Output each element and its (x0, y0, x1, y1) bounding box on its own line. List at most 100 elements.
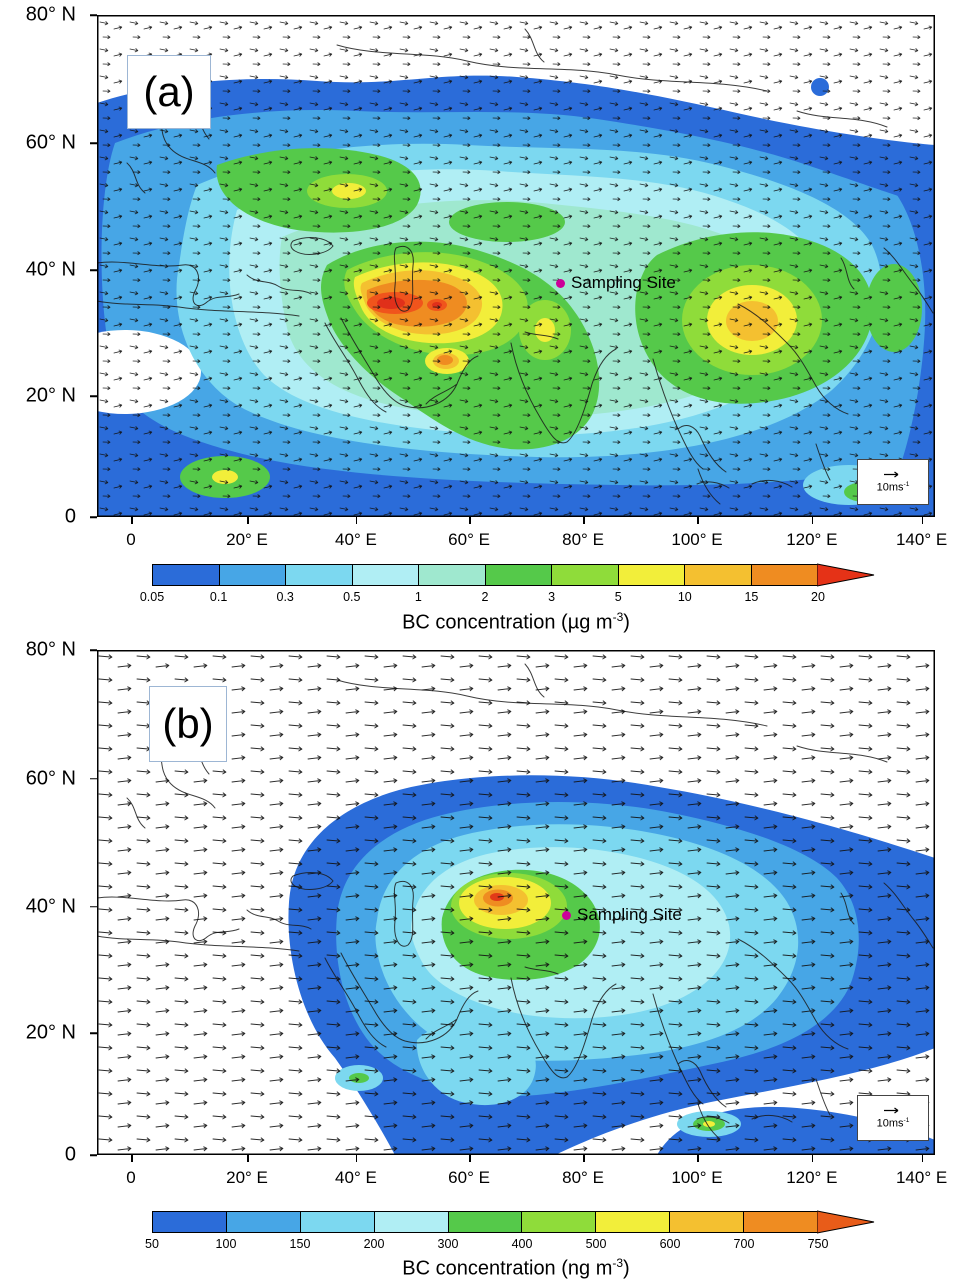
panel-b-tag: (b) (149, 686, 227, 762)
x-axis-label: 80° E (562, 530, 604, 549)
sampling-site-dot-icon (556, 278, 565, 288)
panel-a: 80° N 60° N 40° N 20° N 0 (0, 4, 969, 655)
x-tick (697, 517, 699, 524)
colorbar-tick-label: 0.5 (343, 590, 361, 604)
colorbar-segment (419, 565, 486, 585)
wind-vector-field (97, 650, 935, 1155)
colorbar-arrow (817, 563, 875, 587)
map-panel-b (97, 650, 935, 1155)
y-axis-labels: 80° N 60° N 40° N 20° N 0 (0, 639, 90, 1166)
x-axis-label: 40° E (335, 530, 377, 549)
x-axis-label: 40° E (335, 1168, 377, 1187)
y-axis-label: 0 (64, 505, 76, 528)
y-axis-ticks (89, 14, 97, 518)
colorbar-tick-label: 400 (511, 1237, 533, 1251)
y-axis-ticks (89, 649, 97, 1156)
colorbar-tick-label: 2 (481, 590, 489, 604)
colorbar-segment (153, 565, 220, 585)
colorbar-tick-label: 5 (614, 590, 622, 604)
x-axis-label: 0 (126, 1168, 136, 1187)
y-axis-label: 40° N (25, 258, 76, 281)
y-axis-label: 60° N (25, 131, 76, 154)
x-tick (469, 1155, 471, 1162)
x-axis-label: 60° E (448, 530, 490, 549)
colorbar-tick-label: 200 (363, 1237, 385, 1251)
x-tick (247, 517, 249, 524)
y-tick (90, 905, 97, 908)
colorbar-tick-label: 1 (414, 590, 422, 604)
y-axis-label: 60° N (25, 767, 76, 790)
y-tick (90, 516, 97, 518)
y-tick (90, 269, 97, 271)
y-tick (90, 649, 97, 651)
x-tick (921, 517, 924, 524)
colorbar-segment (300, 1212, 375, 1232)
x-axis-labels: 0 20° E 40° E 60° E 80° E 100° E 120° E 140° E (97, 1162, 947, 1188)
y-axis-label: 20° N (25, 384, 76, 407)
colorbar-segment (226, 1212, 301, 1232)
wind-scale-legend: 10ms-1 (857, 459, 929, 505)
x-axis-label: 120° E (786, 530, 838, 549)
wind-scale-legend: 10ms-1 (857, 1095, 929, 1141)
colorbar-bar (152, 1211, 818, 1233)
colorbar-segment (618, 565, 685, 585)
colorbar-tick-label: 750 (807, 1237, 829, 1251)
reference-arrow-icon (884, 1107, 899, 1114)
colorbar-tick-label: 0.3 (276, 590, 294, 604)
sampling-site-marker: Sampling Site (562, 905, 682, 925)
y-axis-label: 20° N (25, 1021, 76, 1044)
colorbar-a: 0.05 0.1 0.3 0.5 1 2 3 5 10 15 20 (140, 563, 892, 606)
sampling-site-dot-icon (562, 910, 571, 920)
x-axis-label: 80° E (562, 1168, 604, 1187)
sampling-site-label: Sampling Site (571, 273, 676, 292)
colorbar-segment (219, 565, 286, 585)
y-axis-label: 80° N (25, 638, 76, 661)
map-border (97, 15, 935, 517)
y-axis-label: 80° N (25, 3, 76, 26)
colorbar-segment (670, 1212, 745, 1232)
y-tick (90, 1154, 97, 1156)
sampling-site-label: Sampling Site (577, 905, 682, 924)
colorbar-segment (485, 565, 552, 585)
x-axis-label: 60° E (448, 1168, 490, 1187)
x-tick (247, 1155, 249, 1162)
wind-scale-label: 10ms-1 (876, 1117, 910, 1130)
y-tick (90, 1032, 97, 1035)
reference-arrow-icon (884, 471, 899, 478)
map-b: (b) Sampling Site 10ms-1 (97, 650, 935, 1155)
colorbar-segment (286, 565, 353, 585)
x-tick (583, 1155, 585, 1162)
wind-vector-field (97, 15, 935, 517)
colorbar-tick-label: 100 (215, 1237, 237, 1251)
colorbar-segment (522, 1212, 597, 1232)
x-axis-label: 120° E (786, 1168, 838, 1187)
colorbar-labels: 0.05 0.1 0.3 0.5 1 2 3 5 10 15 20 (140, 590, 825, 606)
colorbar-caption-a: BC concentration (µg m-3) (402, 610, 630, 634)
map-a: (a) Sampling Site 10ms-1 (97, 15, 935, 517)
colorbar-tick-label: 3 (548, 590, 556, 604)
x-axis-label: 20° E (226, 530, 268, 549)
colorbar-tick-label: 150 (289, 1237, 311, 1251)
x-axis-label: 140° E (895, 1168, 948, 1187)
colorbar-tick-label: 700 (733, 1237, 755, 1251)
panel-b: 80° N 60° N 40° N 20° N 0 (0, 639, 969, 1288)
colorbar-labels: 50 100 150 200 300 400 500 600 700 750 (145, 1237, 828, 1253)
colorbar-segment (552, 565, 619, 585)
x-axis-ticks (97, 1155, 935, 1163)
colorbar-segment (744, 1212, 818, 1232)
colorbar-segment (352, 565, 419, 585)
map-border (97, 650, 935, 1155)
y-tick (90, 778, 97, 780)
x-tick (355, 1155, 358, 1162)
x-axis-label: 0 (126, 530, 136, 549)
colorbar-tick-label: 10 (677, 590, 692, 604)
colorbar-tick-label: 0.1 (209, 590, 228, 604)
colorbar-arrow (817, 1210, 875, 1234)
x-tick (131, 517, 133, 524)
x-tick (811, 1155, 814, 1162)
y-axis-label: 40° N (25, 895, 76, 918)
x-axis-label: 20° E (226, 1168, 268, 1187)
x-axis-labels: 0 20° E 40° E 60° E 80° E 100° E 120° E 140° E (97, 524, 947, 550)
x-axis-ticks (97, 517, 935, 525)
colorbar-bar (152, 564, 818, 586)
